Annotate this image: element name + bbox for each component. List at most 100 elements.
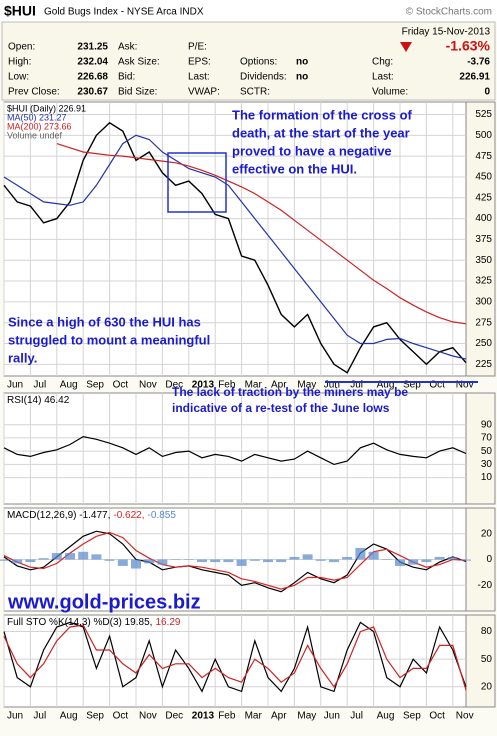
legend-entry: MA(50) 231.27 bbox=[7, 112, 67, 122]
y-tick-label: 10 bbox=[481, 472, 493, 483]
x-tick-label: Feb bbox=[218, 380, 236, 391]
x-tick-label: Jul bbox=[350, 380, 363, 391]
index-name: Gold Bugs Index - NYSE Arca INDX bbox=[44, 7, 204, 18]
y-tick-label: 525 bbox=[475, 109, 492, 120]
x-tick-label: Oct bbox=[429, 380, 445, 391]
x-tick-label: Oct bbox=[429, 711, 445, 722]
x-tick-label: Sep bbox=[403, 711, 421, 722]
x-tick-label: Nov bbox=[456, 711, 474, 722]
y-tick-label: 500 bbox=[475, 130, 492, 141]
histogram-bar bbox=[289, 556, 300, 560]
field-label: Low: bbox=[8, 72, 29, 83]
y-tick-label: 90 bbox=[481, 419, 493, 430]
field-label: Bid Size: bbox=[118, 87, 157, 98]
histogram-bar bbox=[315, 559, 326, 561]
histogram-bar bbox=[381, 559, 392, 560]
histogram-bar bbox=[236, 559, 247, 566]
histogram-bar bbox=[395, 559, 405, 566]
series-line bbox=[3, 435, 467, 466]
histogram-bar bbox=[421, 559, 432, 563]
x-tick-label: Feb bbox=[218, 711, 236, 722]
y-tick-label: 30 bbox=[481, 459, 493, 470]
change-percent: -1.63% bbox=[446, 38, 491, 54]
histogram-bar bbox=[91, 554, 102, 560]
field-value: 0 bbox=[484, 87, 490, 98]
histogram-bar bbox=[447, 556, 458, 560]
date: Friday 15-Nov-2013 bbox=[402, 27, 491, 38]
x-tick-label: Jun bbox=[324, 380, 340, 391]
y-tick-label: 450 bbox=[475, 172, 492, 183]
x-tick-label: Mar bbox=[245, 380, 263, 391]
x-tick-label: Jun bbox=[7, 711, 23, 722]
field-label: Options: bbox=[240, 57, 277, 68]
histogram-bar bbox=[276, 559, 287, 563]
histogram-bar bbox=[25, 559, 36, 563]
x-tick-label: Apr bbox=[271, 380, 287, 391]
x-tick-label: Sep bbox=[403, 380, 421, 391]
legend: RSI(14) 46.42 bbox=[7, 395, 70, 406]
histogram-bar bbox=[210, 559, 221, 563]
legend-entry: $HUI (Daily) 226.91 bbox=[7, 103, 86, 113]
legend-entry: -0.855 bbox=[148, 510, 177, 521]
y-tick-label: 20 bbox=[481, 681, 493, 692]
x-tick-label: Aug bbox=[377, 380, 395, 391]
y-tick-label: 80 bbox=[481, 626, 493, 637]
histogram-bar bbox=[263, 559, 273, 563]
histogram-bar bbox=[38, 558, 49, 560]
legend-entry: RSI(14) 46.42 bbox=[7, 395, 70, 406]
x-tick-label: Dec bbox=[165, 380, 183, 391]
x-tick-label: Aug bbox=[377, 711, 395, 722]
histogram-bar bbox=[368, 551, 379, 560]
y-tick-label: 275 bbox=[475, 317, 492, 328]
x-tick-label: Aug bbox=[60, 380, 78, 391]
series-line bbox=[56, 143, 467, 325]
histogram-bar bbox=[197, 559, 207, 563]
histogram-bar bbox=[223, 559, 234, 563]
series-line bbox=[3, 134, 467, 360]
y-tick-label: 0 bbox=[486, 554, 492, 565]
field-value: 226.68 bbox=[77, 72, 108, 83]
y-tick-label: 70 bbox=[481, 433, 493, 444]
annotation: The formation of the cross of bbox=[232, 107, 413, 122]
field-label: Ask Size: bbox=[118, 57, 160, 68]
field-label: High: bbox=[8, 57, 31, 68]
annotation: The lack of traction by the miners may b… bbox=[172, 385, 408, 399]
histogram-bar bbox=[355, 547, 366, 560]
x-tick-label: Jul bbox=[350, 711, 363, 722]
histogram-bar bbox=[302, 554, 313, 560]
histogram-bar bbox=[104, 559, 115, 561]
y-tick-label: 325 bbox=[475, 276, 492, 287]
annotation: effective on the HUI. bbox=[232, 161, 357, 176]
panel bbox=[3, 392, 467, 505]
histogram-bar bbox=[51, 553, 62, 560]
series-line bbox=[3, 621, 467, 693]
legend-entry: Full STO %K(14,3) %D(3) 19.85, bbox=[7, 617, 152, 628]
y-tick-label: 375 bbox=[475, 234, 492, 245]
x-tick-label: Dec bbox=[165, 711, 183, 722]
legend: MACD(12,26,9) -1.477, -0.622, -0.855 bbox=[7, 510, 176, 521]
axis-strip bbox=[465, 392, 496, 505]
x-tick-label: Oct bbox=[113, 380, 129, 391]
symbol: $HUI bbox=[4, 3, 36, 19]
histogram-bar bbox=[249, 559, 260, 561]
x-tick-label: Jun bbox=[324, 711, 340, 722]
x-tick-label: Nov bbox=[139, 711, 157, 722]
x-tick-label: May bbox=[297, 711, 316, 722]
y-tick-label: 225 bbox=[475, 359, 492, 370]
histogram-bar bbox=[78, 551, 89, 560]
histogram-bar bbox=[342, 556, 353, 560]
field-label: Prev Close: bbox=[8, 87, 60, 98]
credit: © StockCharts.com bbox=[406, 7, 492, 18]
legend-entry: -0.622, bbox=[113, 510, 144, 521]
y-tick-label: -20 bbox=[478, 580, 493, 591]
histogram-bar bbox=[12, 559, 23, 564]
field-label: SCTR: bbox=[240, 87, 270, 98]
histogram-bar bbox=[183, 559, 194, 560]
legend: Full STO %K(14,3) %D(3) 19.85, 16.29 bbox=[7, 617, 181, 628]
annotation: indicative of a re-test of the June lows bbox=[172, 401, 390, 415]
x-tick-label: 2013 bbox=[192, 380, 215, 391]
x-tick-label: Sep bbox=[86, 711, 104, 722]
legend-entry: 16.29 bbox=[155, 617, 180, 628]
x-tick-label: 2013 bbox=[192, 711, 215, 722]
